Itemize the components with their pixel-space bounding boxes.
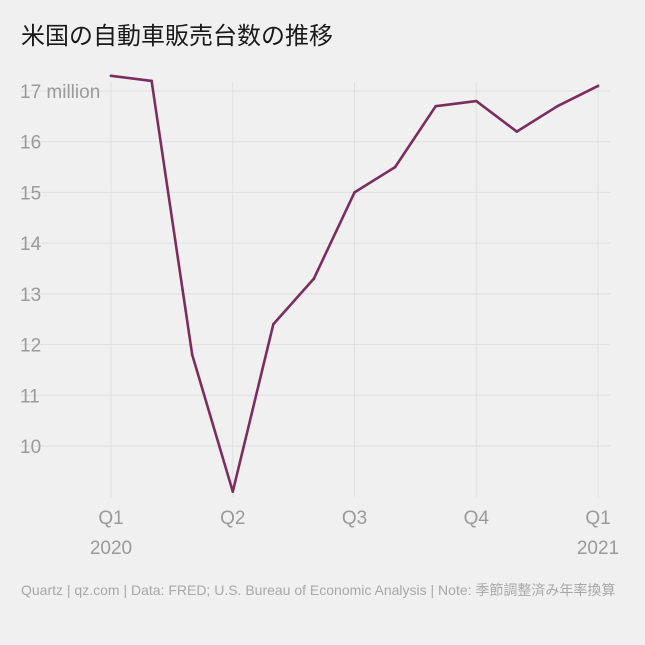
y-tick-label: 10: [20, 437, 41, 458]
data-point: [596, 84, 600, 88]
source-note: Quartz | qz.com | Data: FRED; U.S. Burea…: [21, 582, 616, 598]
data-point: [109, 74, 113, 78]
data-point: [393, 165, 397, 169]
data-point: [150, 79, 153, 83]
y-tick-label: 14: [20, 234, 42, 255]
x-tick-label: Q1: [98, 508, 123, 529]
x-tick-label: Q3: [342, 508, 367, 529]
data-point: [353, 191, 356, 194]
chart-title: 米国の自動車販売台数の推移: [21, 22, 333, 50]
y-tick-label: 13: [20, 285, 41, 306]
x-tick-label: Q2: [220, 508, 245, 529]
data-point: [556, 104, 559, 108]
y-tick-label: 17 million: [20, 82, 100, 103]
x-tick-year-label: 2020: [90, 538, 132, 559]
y-tick-label: 15: [20, 183, 41, 204]
y-tick-label: 16: [20, 133, 41, 154]
data-point: [434, 104, 437, 108]
data-point: [231, 490, 235, 493]
data-point: [190, 353, 194, 357]
y-tick-label: 12: [20, 336, 41, 357]
data-point: [272, 322, 275, 326]
line-chart: 17 million 16 15 14 13 12 11 10 Q1 2020 Q2 Q3 Q4 Q1 20…: [20, 74, 619, 559]
y-tick-label: 11: [20, 386, 40, 407]
x-tick-label: Q4: [464, 508, 490, 529]
data-point: [474, 99, 478, 103]
data-point: [312, 277, 316, 280]
data-point: [515, 130, 519, 133]
x-tick-label: Q1: [585, 508, 610, 529]
x-tick-year-label: 2021: [577, 538, 619, 559]
